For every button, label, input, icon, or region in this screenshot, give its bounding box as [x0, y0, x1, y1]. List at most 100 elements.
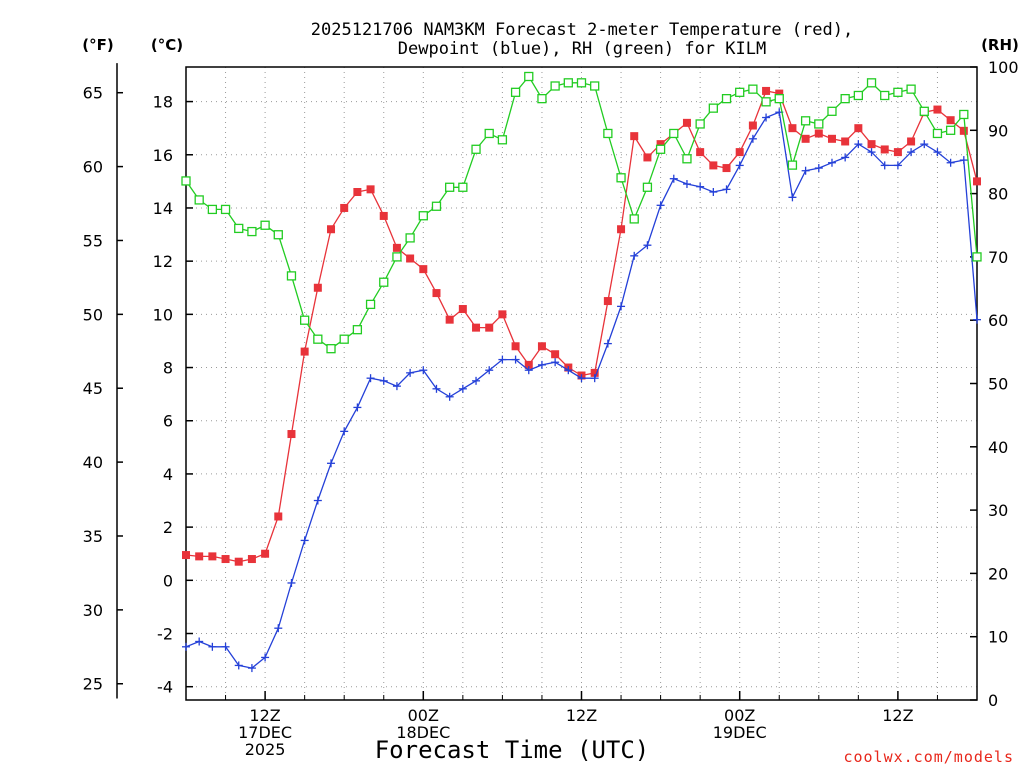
- temperature-point: [893, 148, 902, 157]
- dewpoint-point: [406, 368, 415, 377]
- fahrenheit-axis-label: (°F): [82, 36, 113, 54]
- rh-point: [853, 90, 863, 101]
- rh-point: [880, 90, 890, 101]
- temperature-line: [185, 90, 978, 563]
- temperature-point: [973, 177, 981, 186]
- rh-point: [787, 160, 798, 170]
- rh-point: [919, 106, 929, 116]
- rh-point: [405, 233, 415, 243]
- rh-point: [524, 71, 534, 82]
- celsius-axis-label: (°C): [151, 36, 183, 54]
- temperature-point: [182, 551, 190, 560]
- rh-point: [299, 315, 310, 325]
- rh-point: [550, 81, 560, 91]
- rh-point: [313, 334, 323, 344]
- rh-point: [800, 116, 811, 126]
- dewpoint-point: [392, 382, 401, 391]
- temperature-point: [959, 126, 968, 135]
- grid-lines: [186, 67, 977, 700]
- rh-point: [576, 78, 587, 88]
- temperature-point: [722, 164, 731, 173]
- temperature-point: [247, 555, 256, 564]
- rh-tick-label: 40: [988, 438, 1008, 457]
- dewpoint-point: [748, 134, 757, 143]
- temperature-point: [590, 368, 599, 377]
- temperature-point: [340, 203, 349, 212]
- rh-point: [642, 182, 653, 192]
- temperature-point: [524, 360, 533, 369]
- celsius-tick-label: 16: [153, 146, 173, 165]
- fahrenheit-tick-label: 35: [83, 527, 103, 546]
- dewpoint-point: [801, 166, 810, 175]
- rh-point: [484, 128, 494, 139]
- dewpoint-point: [630, 251, 639, 260]
- dewpoint-point: [814, 164, 823, 173]
- dewpoint-point: [274, 624, 283, 633]
- dewpoint-point: [735, 161, 744, 170]
- rh-point: [352, 325, 363, 335]
- rh-point: [866, 78, 877, 88]
- dewpoint-point: [498, 355, 507, 364]
- rh-tick-label: 20: [988, 564, 1008, 583]
- x-tick-label: 19DEC: [713, 723, 767, 742]
- temperature-point: [735, 148, 744, 157]
- rh-point: [471, 144, 481, 154]
- celsius-tick-label: 12: [153, 252, 173, 271]
- dewpoint-point: [221, 642, 230, 651]
- rh-point: [194, 195, 204, 205]
- dewpoint-point: [327, 459, 336, 468]
- rh-point: [537, 94, 547, 104]
- series-dewpoint: [182, 108, 981, 673]
- x-axis-title: Forecast Time (UTC): [375, 736, 650, 764]
- rh-tick-label: 50: [988, 375, 1008, 394]
- fahrenheit-tick-label: 45: [83, 379, 103, 398]
- rh-point: [445, 182, 455, 192]
- temperature-point: [630, 132, 639, 141]
- credit-label: coolwx.com/models: [843, 748, 1014, 766]
- dewpoint-point: [524, 366, 533, 375]
- temperature-point: [472, 323, 481, 332]
- temperature-point: [300, 347, 309, 356]
- rh-axis-label: (RH): [981, 36, 1019, 54]
- fahrenheit-tick-label: 25: [83, 675, 103, 694]
- chart-title-line1: 2025121706 NAM3KM Forecast 2-meter Tempe…: [311, 20, 853, 40]
- celsius-tick-label: -2: [157, 625, 173, 644]
- rh-point: [365, 299, 376, 310]
- chart-title-line2: Dewpoint (blue), RH (green) for KILM: [398, 39, 766, 59]
- temperature-point: [287, 430, 296, 439]
- rh-point: [510, 87, 521, 97]
- rh-point: [735, 87, 745, 97]
- temperature-point: [221, 555, 230, 564]
- dewpoint-point: [907, 148, 916, 157]
- rh-point: [761, 97, 771, 107]
- rh-point: [959, 109, 969, 120]
- celsius-tick-label: -4: [157, 678, 173, 697]
- x-tick-label: 00Z: [408, 706, 439, 725]
- fahrenheit-tick-label: 50: [83, 305, 103, 324]
- rh-point: [629, 214, 639, 224]
- temperature-point: [946, 116, 955, 125]
- dewpoint-point: [300, 536, 309, 545]
- temperature-point: [603, 297, 612, 306]
- temperature-point: [880, 145, 889, 154]
- fahrenheit-tick-label: 30: [83, 601, 103, 620]
- rh-point: [932, 128, 943, 139]
- dewpoint-point: [564, 366, 573, 375]
- temperature-point: [313, 283, 322, 292]
- temperature-point: [392, 243, 401, 252]
- rh-point: [392, 252, 402, 262]
- rh-point: [326, 344, 336, 354]
- rh-point: [260, 220, 270, 230]
- dewpoint-point: [366, 374, 375, 383]
- series-layer: [181, 71, 982, 673]
- temperature-point: [445, 315, 454, 324]
- rh-tick-label: 100: [988, 58, 1019, 77]
- temperature-point: [432, 289, 441, 298]
- x-tick-label: 18DEC: [396, 723, 450, 742]
- plot-frame: [185, 66, 978, 701]
- temperature-point: [854, 124, 863, 133]
- temperature-point: [366, 185, 375, 194]
- celsius-tick-label: 8: [163, 359, 173, 378]
- rh-point: [669, 128, 679, 139]
